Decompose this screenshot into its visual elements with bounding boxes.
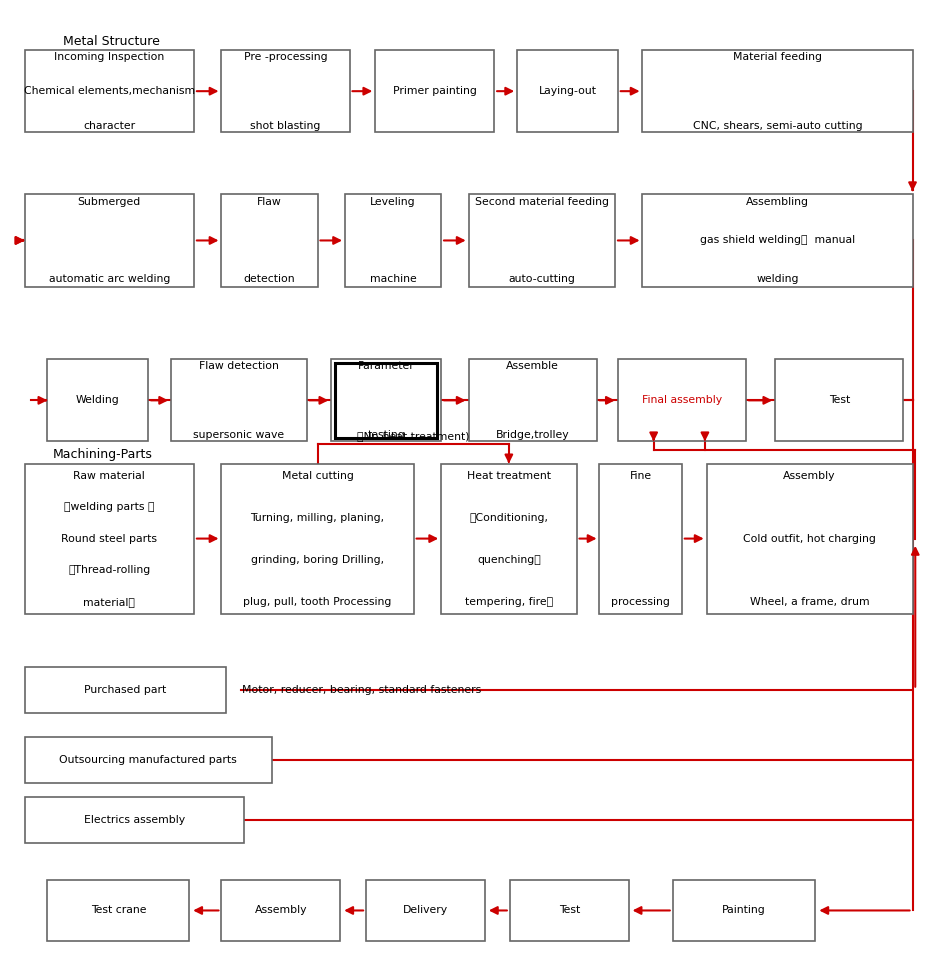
Text: Metal Structure: Metal Structure: [64, 34, 160, 48]
Bar: [171, 360, 307, 441]
Text: Round steel parts: Round steel parts: [62, 533, 157, 544]
Bar: [24, 737, 272, 783]
Bar: [517, 50, 618, 132]
Text: auto-cutting: auto-cutting: [509, 274, 575, 284]
Bar: [335, 363, 438, 438]
Bar: [48, 880, 190, 941]
Text: Motor, reducer, bearing, standard fasteners: Motor, reducer, bearing, standard fasten…: [242, 685, 482, 695]
Text: Flaw: Flaw: [257, 197, 281, 207]
Bar: [366, 880, 485, 941]
Text: Raw material: Raw material: [74, 470, 145, 480]
Text: character: character: [83, 121, 136, 130]
Bar: [222, 194, 318, 287]
Text: Parameter: Parameter: [358, 361, 414, 370]
Text: Assemble: Assemble: [506, 361, 559, 370]
Text: Machining-Parts: Machining-Parts: [52, 448, 152, 462]
Bar: [24, 50, 194, 132]
Text: supersonic wave: supersonic wave: [194, 430, 284, 440]
Bar: [375, 50, 495, 132]
Text: Material feeding: Material feeding: [733, 52, 822, 62]
Text: （Thread-rolling: （Thread-rolling: [68, 565, 151, 575]
Text: Heat treatment: Heat treatment: [467, 470, 551, 480]
Text: Pre -processing: Pre -processing: [244, 52, 327, 62]
Text: Leveling: Leveling: [370, 197, 416, 207]
Text: material）: material）: [83, 597, 136, 607]
Bar: [510, 880, 628, 941]
Bar: [642, 194, 913, 287]
Text: Submerged: Submerged: [78, 197, 141, 207]
Bar: [468, 360, 597, 441]
Text: Turning, milling, planing,: Turning, milling, planing,: [251, 513, 384, 522]
Text: automatic arc welding: automatic arc welding: [49, 274, 170, 284]
Bar: [222, 464, 413, 613]
Text: welding: welding: [756, 274, 798, 284]
Text: processing: processing: [611, 597, 670, 607]
Bar: [24, 798, 244, 844]
Text: quenching，: quenching，: [477, 555, 540, 564]
Text: Electrics assembly: Electrics assembly: [84, 815, 185, 825]
Text: Metal cutting: Metal cutting: [281, 470, 353, 480]
Text: Delivery: Delivery: [403, 906, 448, 915]
Text: Assembly: Assembly: [784, 470, 836, 480]
Text: Laying-out: Laying-out: [539, 86, 597, 96]
Bar: [642, 50, 913, 132]
Bar: [222, 50, 350, 132]
Text: Test: Test: [558, 906, 580, 915]
Text: shot blasting: shot blasting: [251, 121, 321, 130]
Bar: [24, 194, 194, 287]
Text: Test crane: Test crane: [91, 906, 146, 915]
Bar: [331, 360, 441, 441]
Text: Bridge,trolley: Bridge,trolley: [496, 430, 569, 440]
Text: testing: testing: [367, 430, 405, 440]
Bar: [24, 666, 226, 712]
Text: grinding, boring Drilling,: grinding, boring Drilling,: [251, 555, 384, 564]
Text: Second material feeding: Second material feeding: [475, 197, 609, 207]
Text: Purchased part: Purchased part: [84, 685, 166, 695]
Text: Cold outfit, hot charging: Cold outfit, hot charging: [743, 533, 876, 544]
Text: Outsourcing manufactured parts: Outsourcing manufactured parts: [59, 756, 237, 765]
Bar: [24, 464, 194, 613]
Text: （welding parts ）: （welding parts ）: [64, 502, 154, 512]
Bar: [345, 194, 441, 287]
Text: detection: detection: [244, 274, 295, 284]
Bar: [441, 464, 577, 613]
Bar: [48, 360, 148, 441]
Text: gas shield welding，  manual: gas shield welding， manual: [700, 235, 856, 245]
Text: plug, pull, tooth Processing: plug, pull, tooth Processing: [243, 597, 392, 607]
Bar: [222, 880, 340, 941]
Text: CNC, shears, semi-auto cutting: CNC, shears, semi-auto cutting: [693, 121, 862, 130]
Text: Fine: Fine: [629, 470, 652, 480]
Text: Test: Test: [828, 395, 850, 406]
Text: Wheel, a frame, drum: Wheel, a frame, drum: [750, 597, 870, 607]
Text: Final assembly: Final assembly: [641, 395, 722, 406]
Bar: [468, 194, 615, 287]
Bar: [599, 464, 682, 613]
Text: （Conditioning,: （Conditioning,: [469, 513, 548, 522]
Text: Painting: Painting: [722, 906, 766, 915]
Text: Flaw detection: Flaw detection: [199, 361, 279, 370]
Text: Incoming Inspection: Incoming Inspection: [54, 52, 165, 62]
Text: machine: machine: [369, 274, 416, 284]
Text: Assembly: Assembly: [254, 906, 308, 915]
Bar: [707, 464, 913, 613]
Text: （No-heat treatment): （No-heat treatment): [357, 430, 469, 441]
Bar: [672, 880, 814, 941]
Bar: [618, 360, 746, 441]
Text: tempering, fire）: tempering, fire）: [465, 597, 553, 607]
Bar: [775, 360, 903, 441]
Text: Welding: Welding: [76, 395, 120, 406]
Text: Assembling: Assembling: [746, 197, 809, 207]
Text: Chemical elements,mechanism: Chemical elements,mechanism: [23, 86, 194, 96]
Text: Primer painting: Primer painting: [393, 86, 477, 96]
